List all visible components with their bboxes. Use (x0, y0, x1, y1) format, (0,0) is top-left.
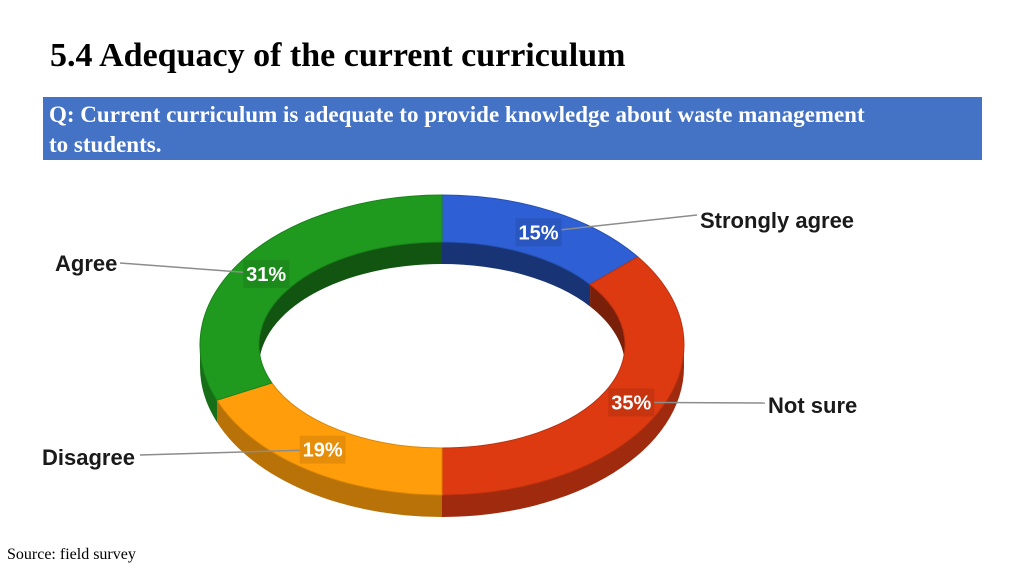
slice-inner-wall-not-sure (590, 284, 625, 367)
category-label-not-sure: Not sure (768, 393, 857, 418)
question-text: Q: Current curriculum is adequate to pro… (49, 102, 865, 157)
data-label-box-agree (243, 259, 290, 288)
data-label-strongly-agree: 15% (518, 222, 558, 244)
category-label-strongly-agree: Strongly agree (700, 208, 854, 233)
slide-title: 5.4 Adequacy of the current curriculum (50, 37, 626, 74)
data-label-disagree: 19% (303, 440, 343, 462)
data-label-box-disagree (299, 435, 346, 464)
chart-3d-sides (200, 242, 684, 517)
leader-line-disagree (139, 448, 323, 456)
chart-leader-lines (119, 214, 766, 456)
category-label-agree: Agree (55, 251, 117, 276)
source-note: Source: field survey (7, 546, 136, 563)
category-label-disagree: Disagree (42, 445, 135, 470)
slice-side-not-sure (442, 345, 684, 517)
leader-line-strongly-agree (538, 214, 698, 234)
slice-inner-wall-agree (259, 242, 442, 367)
data-label-agree: 31% (246, 264, 286, 286)
data-label-box-not-sure (608, 388, 655, 417)
slice-not-sure (441, 256, 685, 496)
slice-inner-wall-strongly-agree (442, 242, 591, 307)
slice-side-disagree (216, 400, 442, 517)
data-label-box-strongly-agree (515, 218, 562, 247)
question-banner: Q: Current curriculum is adequate to pro… (43, 97, 982, 160)
data-label-not-sure: 35% (611, 392, 651, 414)
slice-agree (199, 194, 443, 401)
chart-slices (199, 194, 685, 496)
slice-side-agree (200, 345, 217, 423)
chart-labels: 15% Strongly agree 35% Not sure 19% Disagree 3… (42, 208, 857, 470)
leader-line-agree (119, 262, 267, 275)
